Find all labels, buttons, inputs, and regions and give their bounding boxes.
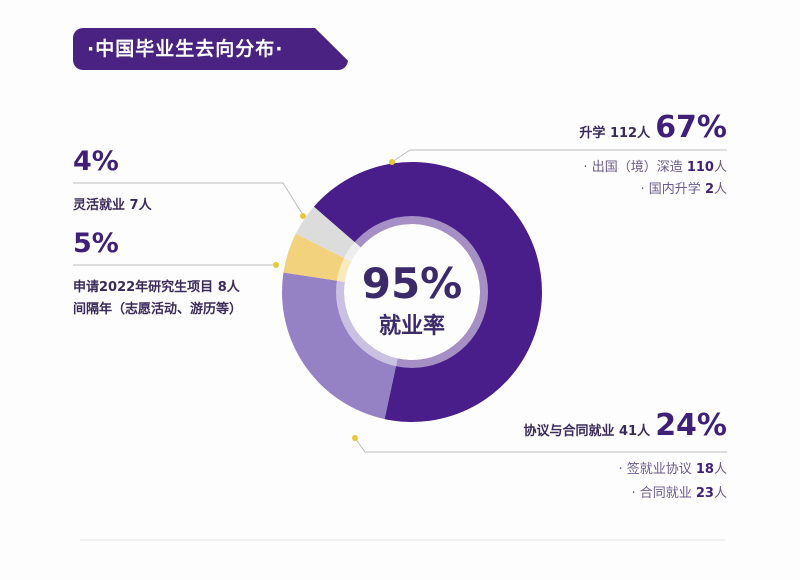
donut-slice-1	[282, 272, 398, 420]
employment-item: · 合同就业 23人	[631, 486, 727, 501]
donut-slice-3	[295, 206, 361, 262]
inner-ring	[336, 216, 488, 368]
employment-item: · 签就业协议 18人	[618, 462, 727, 477]
employment-rate-label: 就业率	[378, 314, 445, 339]
leader-dot	[389, 159, 395, 165]
flexible-pct: 4%	[73, 146, 119, 177]
leader-dot	[300, 213, 306, 219]
title-banner: ·中国毕业生去向分布·	[73, 28, 348, 70]
flexible-label: 灵活就业 7人	[73, 198, 152, 213]
leader-line-flexible	[73, 182, 304, 216]
employment-label: 协议与合同就业 41人	[523, 424, 651, 439]
gap-label-line1: 申请2022年研究生项目 8人	[73, 280, 240, 295]
leader-dot	[273, 262, 279, 268]
further-study-item: · 国内升学 2人	[640, 182, 727, 197]
donut-slice-0	[313, 162, 542, 422]
leader-line-further-study	[391, 149, 727, 163]
gap-label-line2: 间隔年（志愿活动、游历等）	[73, 302, 243, 317]
gap-pct: 5%	[73, 228, 119, 259]
further-study-label: 升学 112人	[579, 126, 651, 141]
leader-lines	[73, 149, 727, 541]
donut-slice-2	[283, 233, 352, 282]
leader-line-employment	[354, 437, 727, 453]
center-label: 95% 就业率	[352, 260, 472, 340]
leader-dot	[352, 435, 358, 441]
further-study-heading: 升学 112人 67%	[579, 110, 727, 145]
employment-rate-value: 95%	[361, 259, 463, 308]
further-study-item: · 出国（境）深造 110人	[583, 160, 727, 175]
further-study-pct: 67%	[655, 110, 727, 145]
employment-pct: 24%	[655, 408, 727, 443]
employment-heading: 协议与合同就业 41人 24%	[523, 408, 727, 443]
